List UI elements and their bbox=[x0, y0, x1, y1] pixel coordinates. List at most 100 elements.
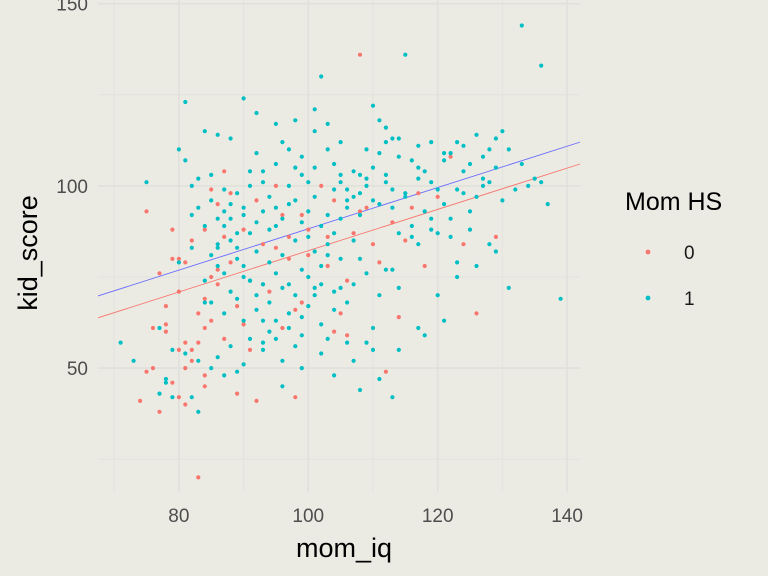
point-mom-hs-0 bbox=[267, 289, 272, 294]
point-mom-hs-1 bbox=[299, 172, 304, 177]
point-mom-hs-1 bbox=[409, 223, 414, 229]
point-mom-hs-1 bbox=[377, 293, 382, 298]
regression-lines bbox=[97, 141, 581, 319]
point-mom-hs-1 bbox=[474, 132, 479, 137]
point-mom-hs-1 bbox=[487, 180, 492, 185]
point-mom-hs-0 bbox=[273, 245, 278, 250]
point-mom-hs-1 bbox=[209, 198, 214, 203]
point-mom-hs-1 bbox=[338, 140, 343, 145]
point-mom-hs-0 bbox=[299, 212, 304, 218]
y-tick-label: 150 bbox=[56, 0, 88, 16]
point-mom-hs-1 bbox=[332, 373, 337, 378]
point-mom-hs-1 bbox=[241, 96, 246, 101]
point-mom-hs-1 bbox=[493, 136, 498, 141]
point-mom-hs-1 bbox=[429, 180, 434, 185]
point-mom-hs-1 bbox=[500, 129, 505, 134]
point-mom-hs-0 bbox=[202, 384, 207, 389]
point-mom-hs-1 bbox=[189, 395, 194, 400]
point-mom-hs-1 bbox=[170, 347, 175, 352]
point-mom-hs-1 bbox=[189, 212, 194, 218]
point-mom-hs-1 bbox=[377, 202, 382, 207]
point-mom-hs-1 bbox=[442, 151, 447, 156]
point-mom-hs-1 bbox=[228, 289, 233, 294]
point-mom-hs-1 bbox=[364, 271, 369, 276]
point-mom-hs-1 bbox=[500, 198, 505, 203]
point-mom-hs-1 bbox=[247, 183, 253, 188]
point-mom-hs-1 bbox=[519, 161, 524, 167]
point-mom-hs-1 bbox=[202, 129, 207, 134]
point-mom-hs-1 bbox=[357, 387, 363, 393]
point-mom-hs-0 bbox=[228, 191, 233, 196]
point-mom-hs-1 bbox=[306, 234, 311, 239]
point-mom-hs-1 bbox=[222, 311, 227, 316]
point-mom-hs-1 bbox=[416, 242, 421, 247]
point-mom-hs-1 bbox=[448, 234, 453, 239]
point-mom-hs-1 bbox=[299, 315, 304, 320]
point-mom-hs-1 bbox=[325, 212, 330, 218]
point-mom-hs-1 bbox=[293, 118, 298, 123]
point-mom-hs-1 bbox=[351, 238, 356, 243]
point-mom-hs-1 bbox=[293, 238, 298, 243]
point-mom-hs-0 bbox=[370, 242, 376, 247]
point-mom-hs-1 bbox=[273, 223, 278, 229]
point-mom-hs-1 bbox=[396, 347, 401, 352]
point-mom-hs-1 bbox=[299, 220, 304, 225]
point-mom-hs-1 bbox=[345, 205, 350, 210]
point-mom-hs-1 bbox=[299, 154, 304, 159]
legend: Mom HS 0 1 bbox=[625, 188, 722, 310]
point-mom-hs-1 bbox=[480, 176, 486, 181]
point-mom-hs-1 bbox=[364, 147, 369, 152]
point-mom-hs-1 bbox=[273, 161, 278, 167]
point-mom-hs-1 bbox=[312, 107, 317, 112]
point-mom-hs-1 bbox=[558, 296, 563, 301]
point-mom-hs-0 bbox=[209, 187, 214, 192]
point-mom-hs-1 bbox=[325, 253, 330, 258]
point-mom-hs-0 bbox=[345, 278, 350, 283]
point-mom-hs-1 bbox=[286, 282, 291, 287]
point-mom-hs-0 bbox=[157, 409, 162, 414]
point-mom-hs-1 bbox=[422, 169, 427, 174]
point-mom-hs-0 bbox=[196, 311, 201, 316]
point-mom-hs-1 bbox=[416, 176, 421, 181]
point-mom-hs-1 bbox=[235, 191, 240, 196]
point-mom-hs-1 bbox=[235, 231, 240, 236]
point-mom-hs-1 bbox=[293, 198, 298, 203]
grid bbox=[98, 0, 580, 492]
point-mom-hs-0 bbox=[474, 311, 479, 316]
point-mom-hs-1 bbox=[241, 205, 246, 210]
point-mom-hs-1 bbox=[280, 216, 285, 221]
point-mom-hs-1 bbox=[519, 23, 524, 28]
point-mom-hs-1 bbox=[196, 205, 201, 210]
point-mom-hs-1 bbox=[383, 172, 388, 177]
point-mom-hs-1 bbox=[196, 358, 201, 363]
point-mom-hs-1 bbox=[260, 347, 266, 352]
point-mom-hs-0 bbox=[150, 325, 156, 331]
point-mom-hs-1 bbox=[370, 198, 376, 203]
point-mom-hs-1 bbox=[539, 180, 544, 185]
point-mom-hs-1 bbox=[319, 282, 324, 287]
point-mom-hs-1 bbox=[299, 267, 304, 272]
point-mom-hs-0 bbox=[163, 322, 168, 327]
point-mom-hs-1 bbox=[332, 161, 337, 167]
point-mom-hs-0 bbox=[170, 256, 175, 261]
point-mom-hs-1 bbox=[435, 187, 440, 192]
point-mom-hs-1 bbox=[286, 202, 291, 207]
point-mom-hs-0 bbox=[325, 234, 330, 239]
point-mom-hs-1 bbox=[493, 249, 498, 254]
point-mom-hs-0 bbox=[377, 260, 382, 265]
point-mom-hs-0 bbox=[176, 347, 181, 352]
point-mom-hs-1 bbox=[325, 147, 330, 152]
point-mom-hs-1 bbox=[345, 187, 350, 192]
point-mom-hs-1 bbox=[286, 325, 291, 331]
point-mom-hs-1 bbox=[215, 355, 220, 360]
point-mom-hs-1 bbox=[403, 52, 408, 57]
point-mom-hs-0 bbox=[144, 209, 149, 214]
point-mom-hs-0 bbox=[357, 52, 363, 57]
point-mom-hs-1 bbox=[442, 202, 447, 207]
point-mom-hs-1 bbox=[325, 336, 330, 341]
point-mom-hs-1 bbox=[254, 110, 259, 116]
point-mom-hs-1 bbox=[487, 147, 492, 152]
point-mom-hs-0 bbox=[416, 191, 421, 196]
point-mom-hs-1 bbox=[338, 285, 343, 290]
